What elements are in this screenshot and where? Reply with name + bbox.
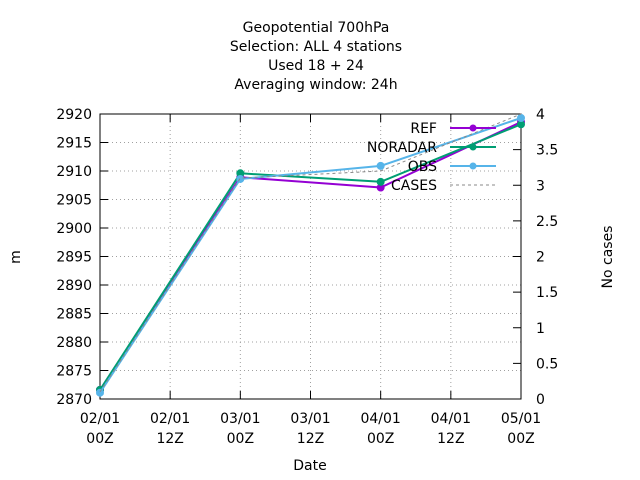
y2-tick-label: 3.5 [536,143,558,159]
title-line: Averaging window: 24h [234,77,397,93]
data-point-obs [96,388,104,397]
legend: REF NORADAR OBS CASES [367,121,496,194]
y-tick-label: 2920 [56,107,92,123]
y-tick-label: 2890 [56,278,92,294]
legend-label: REF [410,121,437,137]
chart-title: Geopotential 700hPa Selection: ALL 4 stat… [230,20,402,93]
x-tick-label-hour: 00Z [227,431,254,447]
x-tick-label-hour: 00Z [507,431,534,447]
x-tick-label-date: 03/01 [290,411,330,427]
y-tick-label: 2905 [56,193,92,209]
y-tick-label: 2870 [56,392,92,408]
data-point-obs [236,174,245,183]
y-axis-label: m [8,250,24,264]
y-tick-label: 2915 [56,136,92,152]
axis-ticks: 2870 2875 2880 2885 2890 2895 2900 2905 2910 2915… [56,107,558,447]
x-tick-label-hour: 12Z [437,431,464,447]
legend-label: NORADAR [367,140,437,156]
y-tick-label: 2910 [56,164,92,180]
y2-tick-label: 0 [536,392,545,408]
x-tick-label-date: 05/01 [501,411,541,427]
y2-tick-label: 1.5 [536,285,558,301]
y2-tick-label: 0.5 [536,356,558,372]
series-line-noradar [99,123,522,391]
series-line-cases [99,113,522,393]
grid [100,114,521,399]
y-tick-label: 2875 [56,364,92,380]
y-tick-label: 2880 [56,335,92,351]
x-tick-label-hour: 00Z [367,431,394,447]
legend-marker-obs [469,162,477,170]
y2-tick-label: 2.5 [536,214,558,230]
x-tick-label-date: 04/01 [360,411,400,427]
y-tick-label: 2900 [56,221,92,237]
title-line: Selection: ALL 4 stations [230,39,402,55]
y-tick-label: 2885 [56,307,92,323]
y2-tick-label: 2 [536,250,545,266]
legend-label: CASES [391,178,437,194]
y2-tick-label: 1 [536,321,545,337]
x-tick-label-date: 02/01 [150,411,190,427]
y2-axis-label: No cases [600,226,616,289]
legend-marker-ref [469,124,477,132]
x-axis-label: Date [293,458,326,474]
title-line: Used 18 + 24 [268,58,364,74]
x-tick-label-hour: 00Z [86,431,113,447]
series-line-obs [99,117,522,394]
x-tick-label-date: 04/01 [431,411,471,427]
y2-tick-label: 4 [536,107,545,123]
x-tick-label-date: 03/01 [220,411,260,427]
y-tick-label: 2895 [56,250,92,266]
plot-frame [99,113,522,400]
legend-marker-noradar [469,143,477,151]
series-line-ref [99,121,522,391]
x-tick-label-date: 02/01 [80,411,120,427]
y2-tick-label: 3 [536,178,545,194]
legend-label: OBS [408,159,437,175]
data-point-noradar [376,177,385,186]
data-point-obs [376,161,385,170]
series [96,113,525,397]
title-line: Geopotential 700hPa [243,20,390,36]
x-tick-label-hour: 12Z [297,431,324,447]
data-point-obs [517,113,525,122]
x-tick-label-hour: 12Z [156,431,183,447]
